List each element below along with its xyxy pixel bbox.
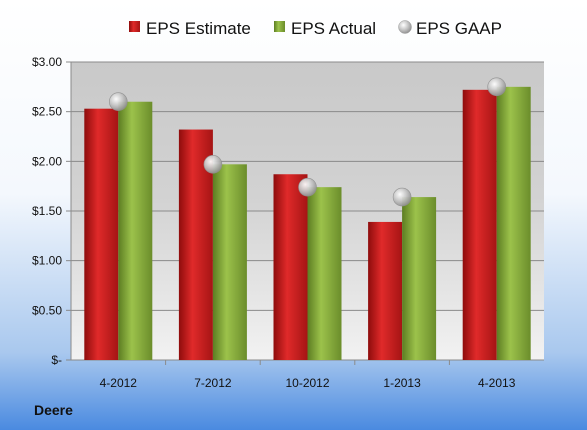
point-eps-gaap-4-2012 bbox=[109, 92, 128, 112]
x-tick-label: 1-2013 bbox=[383, 376, 421, 390]
x-tick-label: 4-2012 bbox=[100, 376, 138, 390]
point-eps-gaap-7-2012 bbox=[203, 155, 223, 174]
y-tick-label: $- bbox=[51, 353, 62, 367]
y-tick-label: $0.50 bbox=[32, 303, 62, 317]
point-eps-gaap-4-2013 bbox=[487, 77, 507, 97]
legend-swatch-eps-estimate bbox=[129, 21, 140, 32]
y-tick-label: $3.00 bbox=[32, 55, 62, 69]
legend-marker-eps-gaap bbox=[398, 20, 412, 34]
bar-eps-estimate-4-2012 bbox=[84, 108, 119, 360]
x-tick-label: 7-2012 bbox=[194, 376, 232, 390]
bar-eps-actual-4-2012 bbox=[118, 101, 153, 360]
y-tick-label: $1.50 bbox=[32, 204, 62, 218]
bar-eps-actual-10-2012 bbox=[307, 187, 342, 360]
legend-label-eps-gaap: EPS GAAP bbox=[416, 19, 502, 38]
y-tick-label: $2.00 bbox=[32, 154, 62, 168]
bar-eps-actual-4-2013 bbox=[496, 86, 531, 360]
bar-eps-estimate-4-2013 bbox=[462, 89, 497, 361]
y-tick-label: $2.50 bbox=[32, 105, 62, 119]
x-tick-label: 4-2013 bbox=[478, 376, 516, 390]
bar-eps-estimate-1-2013 bbox=[368, 221, 403, 360]
legend-label-eps-estimate: EPS Estimate bbox=[146, 19, 251, 38]
point-eps-gaap-1-2013 bbox=[392, 187, 412, 207]
bar-eps-estimate-10-2012 bbox=[273, 174, 308, 360]
x-tick-label: 10-2012 bbox=[285, 376, 329, 390]
y-tick-label: $1.00 bbox=[32, 254, 62, 268]
bar-eps-actual-7-2012 bbox=[212, 164, 247, 360]
legend-swatch-eps-actual bbox=[274, 21, 285, 32]
legend-label-eps-actual: EPS Actual bbox=[291, 19, 376, 38]
bar-eps-actual-1-2013 bbox=[402, 197, 437, 360]
legend: EPS Estimate EPS Actual EPS GAAP bbox=[129, 19, 502, 38]
plot-area: $- $0.50 $1.00 $1.50 $2.00 $2.50 $3.00 4-2012 7-… bbox=[32, 55, 544, 390]
point-eps-gaap-10-2012 bbox=[298, 177, 317, 197]
company-name: Deere bbox=[34, 402, 73, 418]
